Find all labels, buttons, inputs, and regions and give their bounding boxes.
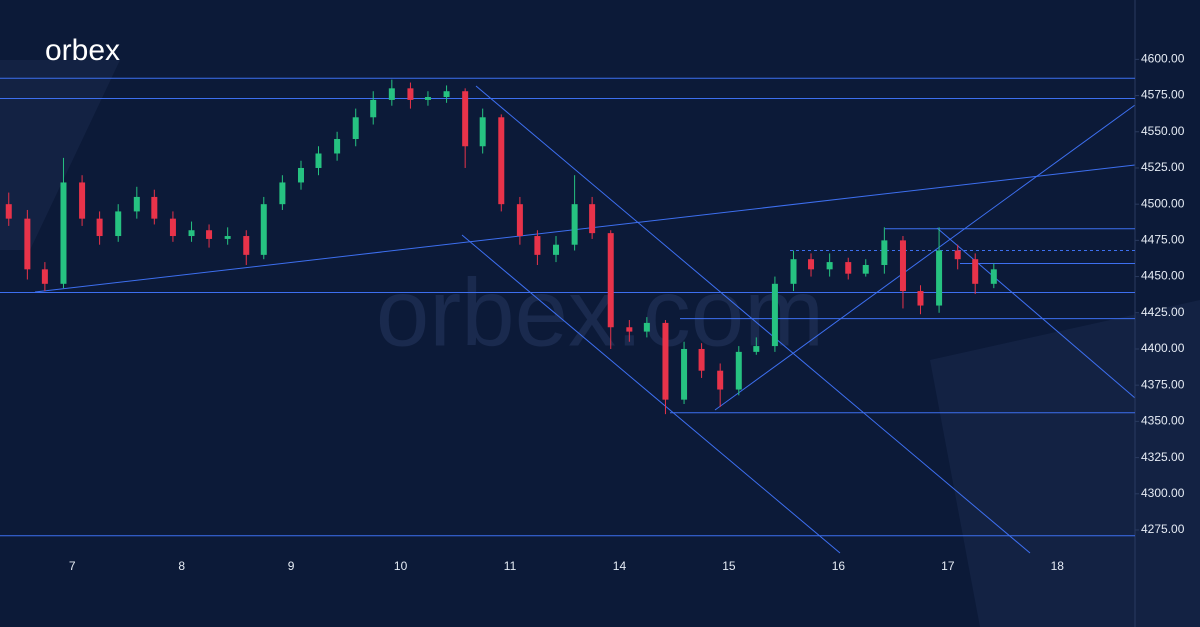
candle-body [260, 204, 267, 255]
candle-body [96, 218, 103, 237]
logo: orbex [45, 34, 120, 67]
x-tick-label: 11 [504, 559, 517, 573]
candle-body [553, 244, 560, 255]
candle-body [589, 204, 596, 234]
candle-body [534, 236, 541, 255]
candle-body [479, 117, 486, 147]
candle-body [279, 182, 286, 205]
candle-body [753, 346, 760, 352]
candle-body [862, 264, 869, 274]
candle-body [79, 182, 86, 219]
candle-body [790, 259, 797, 284]
candle-body [370, 99, 377, 118]
candle-body [735, 351, 742, 390]
candle-body [845, 262, 852, 274]
x-tick-label: 17 [941, 559, 955, 573]
candle-body [607, 233, 614, 328]
y-tick-label: 4425.00 [1141, 305, 1185, 319]
y-tick-label: 4325.00 [1141, 450, 1185, 464]
candle-body [352, 117, 359, 140]
y-tick-label: 4525.00 [1141, 160, 1185, 174]
x-tick-label: 7 [69, 559, 76, 573]
candle-body [662, 322, 669, 400]
candle-body [681, 348, 688, 400]
candle-body [133, 196, 140, 212]
candle-body [224, 236, 231, 239]
y-tick-label: 4300.00 [1141, 486, 1185, 500]
candle-body [60, 182, 67, 284]
candle-body [899, 240, 906, 292]
candle-body [424, 97, 431, 100]
candle-body [917, 291, 924, 306]
candle-body [334, 139, 341, 154]
candle-body [243, 236, 250, 255]
candle-body [388, 88, 395, 100]
background-decor [0, 60, 1200, 627]
y-tick-label: 4275.00 [1141, 522, 1185, 536]
candle-body [571, 204, 578, 245]
candle-body [826, 262, 833, 270]
candle-body [5, 204, 12, 219]
y-tick-label: 4575.00 [1141, 88, 1185, 102]
candle-body [881, 240, 888, 265]
candle-body [151, 196, 158, 219]
candle-body [297, 167, 304, 183]
candle-body [698, 348, 705, 371]
candle-body [24, 218, 31, 270]
y-tick-label: 4600.00 [1141, 52, 1185, 66]
candle-body [188, 230, 195, 237]
x-tick-label: 14 [613, 559, 627, 573]
y-tick-label: 4350.00 [1141, 414, 1185, 428]
candle-body [936, 250, 943, 306]
candle-body [462, 91, 469, 147]
x-tick-label: 10 [394, 559, 408, 573]
candle-body [808, 259, 815, 270]
x-tick-label: 15 [722, 559, 736, 573]
candle-body [626, 327, 633, 332]
trend-lines [34, 85, 1136, 554]
candle-body [516, 204, 523, 237]
candle-body [498, 117, 505, 205]
candle-body [990, 269, 997, 284]
y-tick-label: 4475.00 [1141, 233, 1185, 247]
x-tick-label: 18 [1051, 559, 1065, 573]
candle-body [169, 218, 176, 237]
y-tick-label: 4375.00 [1141, 377, 1185, 391]
candle-body [41, 269, 48, 284]
candle-body [717, 370, 724, 390]
watermark: orbex.com [376, 259, 824, 366]
y-tick-label: 4550.00 [1141, 124, 1185, 138]
candle-body [443, 91, 450, 98]
candle-body [954, 250, 961, 260]
y-tick-label: 4450.00 [1141, 269, 1185, 283]
y-tick-label: 4400.00 [1141, 341, 1185, 355]
x-tick-label: 9 [288, 559, 295, 573]
candle-body [206, 230, 213, 239]
candle-body [771, 283, 778, 347]
candle-body [115, 211, 122, 237]
candle-body [315, 153, 322, 168]
candle-body [407, 88, 414, 100]
x-tick-label: 16 [832, 559, 846, 573]
y-tick-label: 4500.00 [1141, 196, 1185, 210]
candle-body [972, 259, 979, 284]
x-tick-label: 8 [178, 559, 185, 573]
candle-body [643, 322, 650, 332]
